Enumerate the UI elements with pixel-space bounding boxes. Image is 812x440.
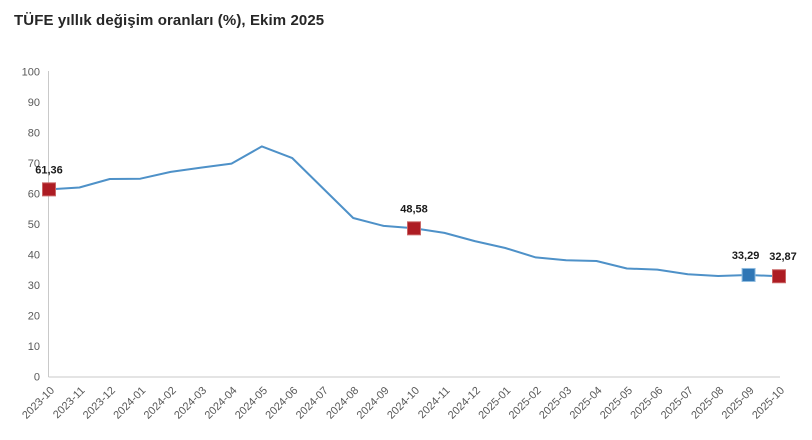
y-tick-label: 70 — [28, 158, 40, 170]
x-tick-label: 2025-04 — [568, 385, 605, 422]
x-tick-label: 2023-12 — [81, 385, 118, 422]
data-point-label: 48,58 — [400, 203, 428, 215]
data-point-marker — [772, 269, 787, 284]
data-point-marker — [42, 182, 56, 197]
x-tick-label: 2024-10 — [385, 385, 422, 422]
x-tick-label: 2024-01 — [111, 385, 148, 422]
chart-title: TÜFE yıllık değişim oranları (%), Ekim 2… — [14, 12, 325, 29]
x-tick-label: 2024-03 — [172, 385, 209, 422]
x-tick-label: 2025-03 — [537, 385, 574, 422]
x-tick-label: 2024-04 — [203, 385, 240, 422]
x-tick-label: 2024-05 — [233, 385, 270, 422]
data-point-label: 32,87 — [769, 251, 797, 263]
data-point-marker — [741, 267, 756, 282]
x-tick-label: 2025-09 — [720, 385, 757, 422]
data-point-marker — [407, 221, 422, 236]
x-tick-label: 2024-08 — [324, 385, 361, 422]
x-tick-label: 2025-07 — [659, 385, 696, 422]
x-tick-label: 2025-06 — [628, 385, 665, 422]
x-tick-label: 2024-07 — [294, 385, 331, 422]
y-tick-label: 30 — [28, 280, 40, 292]
x-tick-label: 2025-02 — [507, 385, 544, 422]
y-tick-label: 100 — [22, 67, 40, 79]
x-tick-label: 2023-10 — [20, 385, 57, 422]
x-tick-label: 2024-12 — [446, 385, 483, 422]
y-tick-label: 10 — [28, 341, 40, 353]
y-tick-label: 60 — [28, 189, 40, 201]
data-point-label: 33,29 — [732, 250, 760, 262]
x-tick-label: 2025-01 — [476, 385, 513, 422]
x-tick-label: 2025-05 — [598, 385, 635, 422]
y-tick-label: 50 — [28, 219, 40, 231]
y-tick-label: 40 — [28, 250, 40, 262]
y-tick-label: 20 — [28, 311, 40, 323]
data-point-label: 61,36 — [35, 164, 63, 176]
x-tick-label: 2024-06 — [263, 385, 300, 422]
y-tick-label: 0 — [34, 372, 40, 384]
x-tick-label: 2024-02 — [142, 385, 179, 422]
x-tick-label: 2025-08 — [689, 385, 726, 422]
y-tick-label: 80 — [28, 128, 40, 140]
x-tick-label: 2024-09 — [355, 385, 392, 422]
y-tick-label: 90 — [28, 97, 40, 109]
x-tick-label: 2025-10 — [750, 385, 787, 422]
